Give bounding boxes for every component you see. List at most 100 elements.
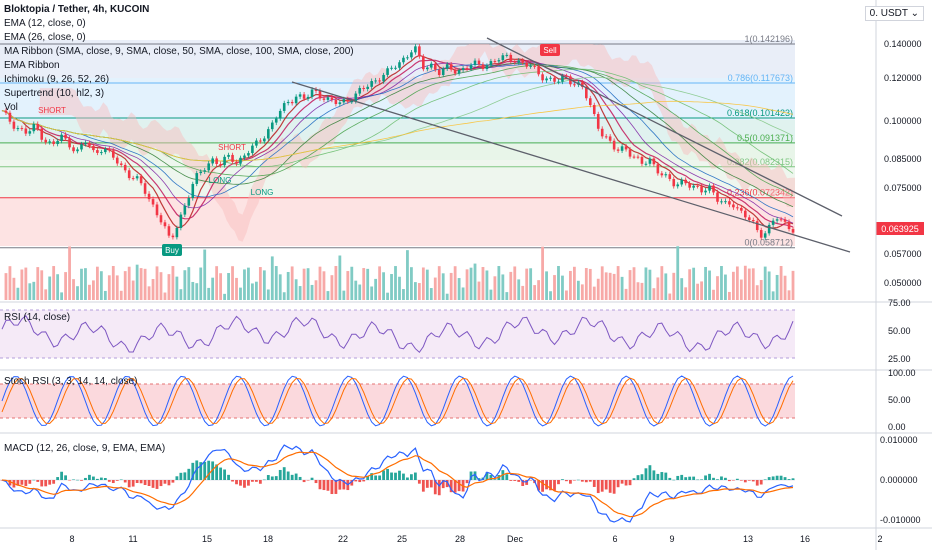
indicator-ema-ribbon[interactable]: EMA Ribbon xyxy=(4,60,60,71)
volume-bar xyxy=(572,266,576,300)
macd-hist-bar xyxy=(231,480,234,482)
volume-bar xyxy=(429,288,433,300)
candle-body xyxy=(187,197,191,206)
candle-body xyxy=(72,147,75,152)
candle-body xyxy=(437,69,441,75)
macd-hist-bar xyxy=(612,480,616,494)
ribbon-line-30 xyxy=(1,62,794,208)
currency-selector[interactable]: 0. USDT ⌄ xyxy=(864,6,924,21)
volume-bar xyxy=(370,286,374,300)
macd-hist-bar xyxy=(135,480,139,484)
macd-hist-bar xyxy=(131,480,135,487)
trend-line-lower[interactable] xyxy=(291,81,851,253)
volume-bars xyxy=(4,246,795,300)
volume-bar xyxy=(592,286,596,300)
macd-hist-bar xyxy=(191,462,195,480)
volume-bar xyxy=(298,286,302,300)
macd-hist-bar xyxy=(783,477,787,480)
macd-hist-bar xyxy=(489,474,493,480)
stoch-label[interactable]: Stoch RSI (3, 3, 14, 14, close) xyxy=(4,376,138,387)
volume-bar xyxy=(290,266,294,300)
candle-body xyxy=(783,219,787,222)
indicator-ema-26[interactable]: EMA (26, close, 0) xyxy=(4,32,86,43)
macd-hist-bar xyxy=(704,475,707,480)
macd-hist-bar xyxy=(8,480,12,486)
macd-hist-bar xyxy=(103,478,107,480)
currency-prefix: 0. xyxy=(869,8,878,19)
macd-hist-bar xyxy=(382,470,385,480)
candle-body xyxy=(700,186,703,193)
candle-body xyxy=(588,98,592,106)
macd-hist-bar xyxy=(588,480,592,482)
candle-body xyxy=(553,77,556,82)
volume-bar xyxy=(294,279,298,300)
macd-hist-bar xyxy=(398,470,401,480)
macd-hist-bar xyxy=(195,460,199,480)
rsi-label[interactable]: RSI (14, close) xyxy=(4,312,71,323)
volume-bar xyxy=(497,266,501,300)
rsi-line xyxy=(1,315,794,354)
time-tick-label: 28 xyxy=(455,534,465,544)
macd-hist-bar xyxy=(270,476,274,480)
trend-lines[interactable] xyxy=(291,37,851,253)
volume-bar xyxy=(84,268,87,300)
indicator-ma-ribbon[interactable]: MA Ribbon (SMA, close, 9, SMA, close, 50… xyxy=(4,46,354,57)
time-tick-label: 15 xyxy=(202,534,212,544)
volume-bar xyxy=(4,273,8,300)
volume-bar xyxy=(751,268,755,300)
volume-bar xyxy=(779,266,783,300)
macd-hist-bar xyxy=(179,472,183,480)
macd-hist-bar xyxy=(207,460,211,480)
macd-hist-bar xyxy=(680,474,684,480)
macd-hist-bar xyxy=(334,480,338,494)
rsi-tick-label: 50.00 xyxy=(888,326,911,336)
price-tick-label: 0.120000 xyxy=(884,73,922,83)
volume-bar xyxy=(135,264,139,300)
candle-body xyxy=(620,146,624,151)
candle-body xyxy=(378,80,381,82)
indicator-supertrend[interactable]: Supertrend (10, hl2, 3) xyxy=(4,88,105,99)
volume-bar xyxy=(716,276,719,300)
time-tick-label: 6 xyxy=(612,534,617,544)
macd-hist-bar xyxy=(239,480,242,486)
volume-bar xyxy=(127,266,131,300)
time-axis[interactable]: 8 11 15 18 22 25 28 Dec 6 9 13 16 2 xyxy=(69,534,882,544)
candle-body xyxy=(720,201,723,203)
volume-bar xyxy=(187,267,191,300)
macd-hist-bar xyxy=(664,472,668,480)
fib-label-0.618: 0.618(0.101423) xyxy=(727,108,793,118)
volume-bar xyxy=(278,274,282,300)
indicator-volume[interactable]: Vol xyxy=(4,102,18,113)
macd-hist-bar xyxy=(294,473,298,480)
volume-bar xyxy=(179,289,183,300)
volume-bar xyxy=(513,266,517,300)
trend-line-upper[interactable] xyxy=(486,37,843,217)
candle-body xyxy=(231,154,234,162)
macd-hist-bar xyxy=(644,468,648,480)
ribbon-line-5 xyxy=(1,54,794,229)
indicator-ema-12[interactable]: EMA (12, close, 0) xyxy=(4,18,86,29)
macd-hist-bar xyxy=(88,474,91,480)
candle-body xyxy=(338,102,342,105)
volume-bar xyxy=(660,266,664,300)
macd-hist-bar xyxy=(119,479,123,481)
candle-body xyxy=(191,183,195,198)
candle-body xyxy=(426,67,429,70)
candle-body xyxy=(4,110,8,113)
indicator-ichimoku[interactable]: Ichimoku (9, 26, 52, 26) xyxy=(4,74,110,85)
candle-body xyxy=(108,148,111,151)
price-axis[interactable]: 0.140000 0.120000 0.100000 0.085000 0.075000… xyxy=(884,39,922,288)
macd-hist-bar xyxy=(469,471,473,480)
volume-bar xyxy=(338,255,342,300)
candle-body xyxy=(239,157,242,164)
volume-bar xyxy=(473,263,477,300)
macd-line xyxy=(1,444,794,523)
macd-label[interactable]: MACD (12, 26, close, 9, EMA, EMA) xyxy=(4,443,166,454)
rsi-axis: 75.00 50.00 25.00 xyxy=(888,298,911,364)
macd-hist-bar xyxy=(457,480,461,492)
candle-body xyxy=(680,179,684,185)
fib-label-0.786: 0.786(0.117673) xyxy=(728,73,793,83)
candle-body xyxy=(282,103,286,111)
candle-body xyxy=(56,140,59,145)
